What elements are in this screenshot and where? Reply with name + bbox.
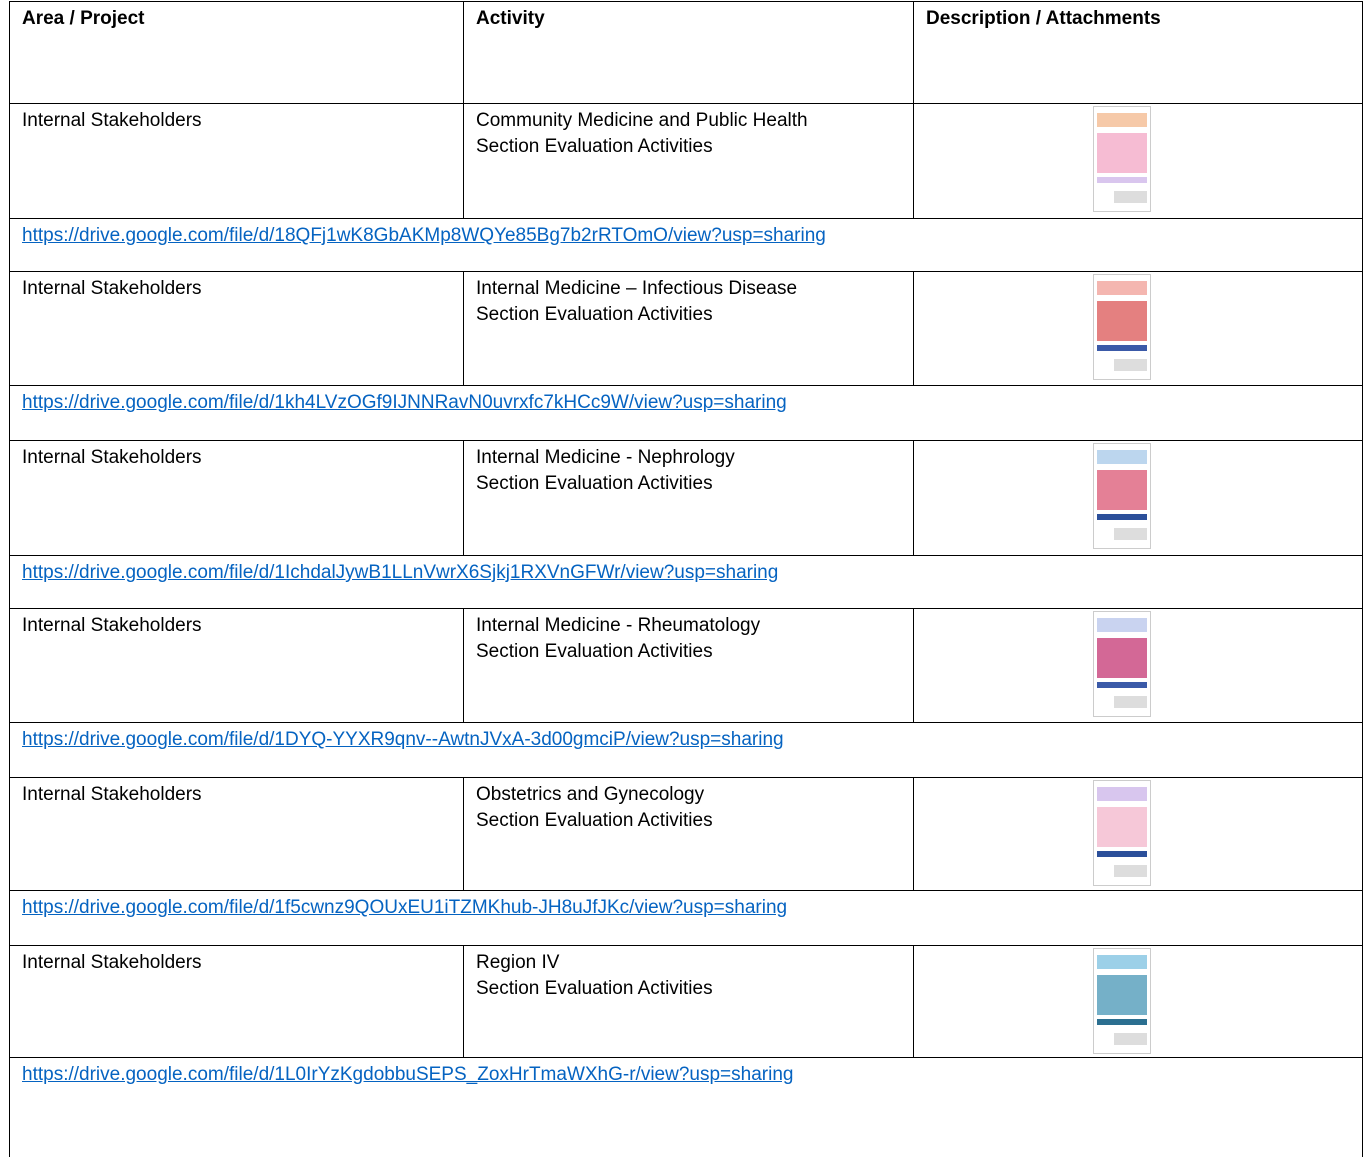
thumbnail: [1093, 948, 1151, 1054]
thumb-band: [1097, 618, 1147, 632]
thumb-band: [1097, 281, 1147, 295]
area-cell: Internal Stakeholders: [9, 777, 464, 891]
thumb-footer: [1097, 514, 1147, 520]
thumbnail: [1093, 274, 1151, 380]
activity-line: Section Evaluation Activities: [476, 136, 713, 157]
thumb-footer: [1097, 345, 1147, 351]
thumb-footer: [1097, 851, 1147, 857]
activity-cell: Community Medicine and Public Health Sect…: [463, 103, 914, 219]
link-cell: https://drive.google.com/file/d/1kh4LVzO…: [9, 385, 1363, 441]
header-cell: Description / Attachments: [913, 1, 1363, 104]
link-cell: https://drive.google.com/file/d/1f5cwnz9…: [9, 890, 1363, 946]
attachment-cell: [913, 777, 1363, 891]
thumbnail: [1093, 611, 1151, 717]
attachment-cell: [913, 271, 1363, 386]
activity-cell: Region IV Section Evaluation Activities: [463, 945, 914, 1058]
link-cell: https://drive.google.com/file/d/18QFj1wK…: [9, 218, 1363, 272]
thumb-image: [1097, 975, 1147, 1015]
thumb-footer: [1097, 177, 1147, 183]
activity-line: Internal Medicine - Nephrology: [476, 447, 735, 468]
area-cell: Internal Stakeholders: [9, 103, 464, 219]
activity-line: Section Evaluation Activities: [476, 810, 713, 831]
activity-cell: Internal Medicine – Infectious Disease Se…: [463, 271, 914, 386]
drive-link[interactable]: https://drive.google.com/file/d/1f5cwnz9…: [22, 897, 788, 918]
thumb-band: [1097, 955, 1147, 969]
area-cell: Internal Stakeholders: [9, 271, 464, 386]
activity-line: Section Evaluation Activities: [476, 304, 713, 325]
attachment-cell: [913, 608, 1363, 723]
drive-link[interactable]: https://drive.google.com/file/d/1L0IrYzK…: [22, 1064, 794, 1085]
activity-cell: Internal Medicine - Rheumatology Section …: [463, 608, 914, 723]
thumb-text: [1114, 696, 1147, 708]
activity-line: Internal Medicine - Rheumatology: [476, 615, 761, 636]
area-cell: Internal Stakeholders: [9, 608, 464, 723]
thumb-band: [1097, 113, 1147, 127]
activity-line: Internal Medicine – Infectious Disease: [476, 278, 798, 299]
area-cell: Internal Stakeholders: [9, 440, 464, 556]
activity-line: Section Evaluation Activities: [476, 641, 713, 662]
thumb-text: [1114, 1033, 1147, 1045]
thumb-text: [1114, 528, 1147, 540]
thumb-image: [1097, 133, 1147, 173]
activity-line: Community Medicine and Public Health: [476, 110, 808, 131]
drive-link[interactable]: https://drive.google.com/file/d/1DYQ-YYX…: [22, 729, 784, 750]
attachment-cell: [913, 440, 1363, 556]
thumb-footer: [1097, 1019, 1147, 1025]
link-cell: https://drive.google.com/file/d/1IchdalJ…: [9, 555, 1363, 609]
thumbnail: [1093, 443, 1151, 549]
thumb-text: [1114, 865, 1147, 877]
drive-link[interactable]: https://drive.google.com/file/d/1kh4LVzO…: [22, 392, 787, 413]
thumb-image: [1097, 638, 1147, 678]
activity-line: Section Evaluation Activities: [476, 978, 713, 999]
thumb-text: [1114, 191, 1147, 203]
attachment-cell: [913, 103, 1363, 219]
thumb-image: [1097, 470, 1147, 510]
thumb-image: [1097, 807, 1147, 847]
thumb-band: [1097, 450, 1147, 464]
drive-link[interactable]: https://drive.google.com/file/d/18QFj1wK…: [22, 225, 826, 246]
thumb-image: [1097, 301, 1147, 341]
activity-line: Region IV: [476, 952, 560, 973]
thumbnail: [1093, 106, 1151, 212]
activity-cell: Obstetrics and Gynecology Section Evaluat…: [463, 777, 914, 891]
thumb-text: [1114, 359, 1147, 371]
header-cell: Area / Project: [9, 1, 464, 104]
link-cell: https://drive.google.com/file/d/1DYQ-YYX…: [9, 722, 1363, 778]
thumb-band: [1097, 787, 1147, 801]
area-cell: Internal Stakeholders: [9, 945, 464, 1058]
activity-line: Obstetrics and Gynecology: [476, 784, 705, 805]
activity-line: Section Evaluation Activities: [476, 473, 713, 494]
thumbnail: [1093, 780, 1151, 886]
link-cell: https://drive.google.com/file/d/1L0IrYzK…: [9, 1057, 1363, 1157]
activity-cell: Internal Medicine - Nephrology Section Ev…: [463, 440, 914, 556]
thumb-footer: [1097, 682, 1147, 688]
attachment-cell: [913, 945, 1363, 1058]
drive-link[interactable]: https://drive.google.com/file/d/1IchdalJ…: [22, 562, 779, 583]
header-cell: Activity: [463, 1, 914, 104]
